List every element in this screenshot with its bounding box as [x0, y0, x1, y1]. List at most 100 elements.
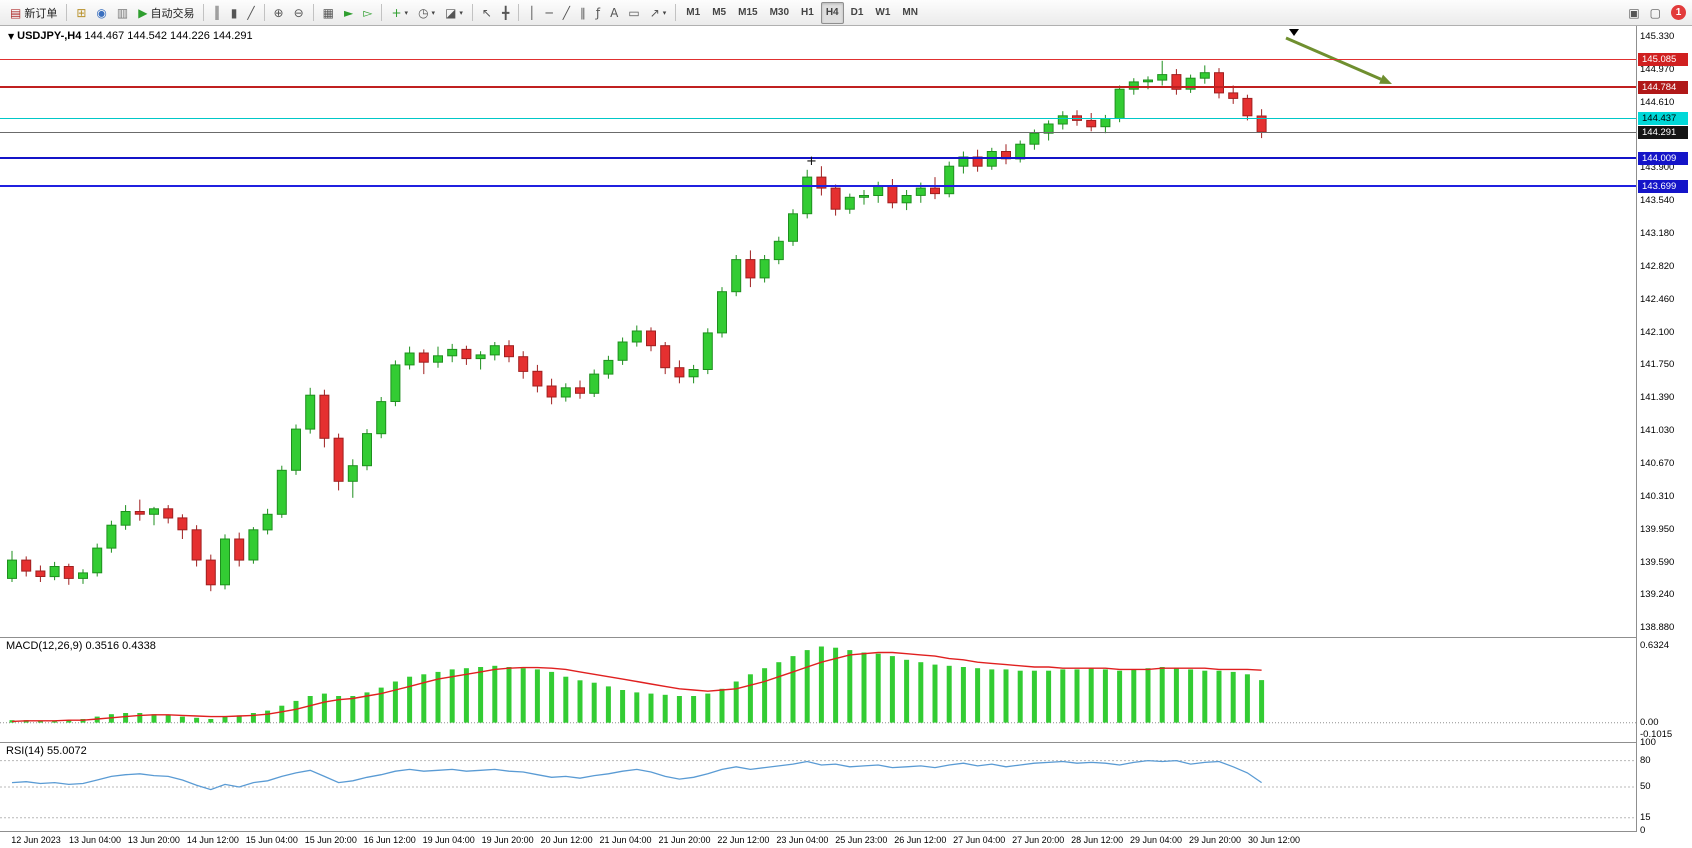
time-label: 15 Jun 04:00	[245, 835, 298, 845]
fibonacci-icon: ƒ	[595, 5, 601, 20]
timeframe-w1-button[interactable]: W1	[875, 7, 891, 18]
candlestick-chart-button[interactable]: ▮	[227, 2, 242, 24]
price-line-143.699[interactable]	[0, 185, 1636, 188]
periods-button[interactable]: ◷ ▾	[414, 2, 439, 24]
indicators-button[interactable]: + ▾	[387, 2, 412, 24]
label-icon: ▭	[628, 5, 640, 20]
candle-body	[1114, 88, 1125, 119]
candle-body	[1157, 74, 1168, 81]
zoom-out-button[interactable]: ⊖	[290, 2, 308, 24]
chart-shift-button[interactable]: ▻	[359, 2, 376, 24]
macd-bar	[960, 667, 966, 723]
channel-button[interactable]: ∥	[576, 2, 590, 24]
panel-splitter-main-macd[interactable]	[0, 637, 1692, 638]
channel-icon: ∥	[579, 5, 586, 20]
macd-bar	[1230, 671, 1236, 723]
crosshair-button[interactable]: ╋	[498, 2, 513, 24]
macd-bar	[1088, 668, 1094, 723]
timeframe-h4-button[interactable]: H4	[820, 1, 844, 24]
macd-canvas	[0, 646, 1636, 724]
macd-bar	[989, 669, 995, 723]
price-axis[interactable]: 145.330144.970144.610144.250143.900143.5…	[1636, 26, 1692, 836]
macd-bar	[904, 659, 910, 723]
label-button[interactable]: ▭	[624, 2, 643, 24]
timeframe-h1-button[interactable]: H1	[801, 7, 814, 18]
price-label: 144.970	[1640, 64, 1675, 75]
panel-splitter-macd-rsi[interactable]	[0, 742, 1692, 743]
price-line-144.009[interactable]	[0, 157, 1636, 159]
templates-button[interactable]: ◪ ▾	[441, 2, 467, 24]
candle-body	[617, 341, 628, 361]
macd-label: MACD(12,26,9) 0.3516 0.4338	[6, 640, 156, 652]
cursor-button[interactable]: ↖	[478, 2, 496, 24]
macd-bar	[762, 668, 768, 723]
timeframe-m1-button[interactable]: M1	[686, 7, 701, 18]
fibonacci-button[interactable]: ƒ	[592, 2, 604, 24]
macd-bar	[151, 714, 157, 723]
price-badge-144.009: 144.009	[1638, 151, 1688, 165]
tile-windows-button[interactable]: ▦	[319, 2, 338, 24]
main-chart[interactable]: ▼ USDJPY-,H4 144.467 144.542 144.226 144.…	[0, 26, 1636, 637]
new-order-button[interactable]: ▤ 新订单	[6, 2, 61, 24]
auto-scroll-button[interactable]: ►	[340, 2, 357, 24]
line-chart-button[interactable]: ╱	[243, 2, 258, 24]
cursor-icon: ↖	[481, 5, 492, 20]
timeframe-mn-button[interactable]: MN	[902, 7, 918, 18]
timeframe-m30-button[interactable]: M30	[769, 7, 790, 18]
rsi-panel[interactable]: RSI(14) 55.0072	[0, 743, 1636, 831]
chevron-down-icon: ▾	[431, 8, 436, 17]
timeframe-m5-button[interactable]: M5	[712, 7, 727, 18]
candlestick-canvas[interactable]	[0, 26, 1636, 637]
price-line-144.291[interactable]	[0, 131, 1636, 133]
time-axis[interactable]: 12 Jun 2023 13 Jun 04:00 13 Jun 20:00 14 Ju…	[0, 832, 1692, 848]
price-line-145.085[interactable]	[0, 58, 1636, 60]
data-window-button[interactable]: ▥	[113, 2, 132, 24]
candle-body	[63, 566, 74, 579]
candle-body	[603, 359, 614, 375]
candlestick-icon: ▮	[230, 5, 238, 20]
zoom-in-icon: ⊕	[273, 5, 284, 20]
macd-bar	[250, 713, 256, 723]
price-label: 143.180	[1640, 227, 1675, 239]
shapes-button[interactable]: ↗ ▾	[646, 2, 671, 24]
price-line-144.784[interactable]	[0, 86, 1636, 88]
text-button[interactable]: A	[606, 2, 622, 24]
macd-panel[interactable]: MACD(12,26,9) 0.3516 0.4338	[0, 638, 1636, 742]
macd-signal-line	[11, 651, 1262, 723]
autotrading-icon: ▶	[138, 5, 148, 20]
new-chart-button[interactable]: ⊞	[72, 2, 90, 24]
time-label: 23 Jun 04:00	[776, 835, 829, 845]
crosshair-icon: ╋	[501, 5, 510, 20]
fullscreen-button[interactable]: ▢	[1646, 2, 1665, 24]
timeframe-m15-button[interactable]: M15	[738, 7, 758, 18]
candle-body	[1072, 115, 1082, 121]
zoom-in-button[interactable]: ⊕	[270, 2, 288, 24]
bar-chart-button[interactable]: ║	[209, 2, 224, 24]
horizontal-line-button[interactable]: ─	[541, 2, 556, 24]
macd-bar	[975, 668, 981, 723]
price-line-144.437[interactable]	[0, 118, 1636, 120]
trendline-button[interactable]: ╱	[559, 2, 574, 24]
macd-bar	[1060, 669, 1066, 723]
chart-window-button[interactable]: ▣	[1624, 2, 1643, 24]
chart-shift-icon: ▻	[363, 5, 373, 20]
candle-body	[1185, 77, 1196, 90]
price-label: 141.750	[1640, 358, 1675, 370]
candle-body	[78, 572, 88, 579]
candle-body	[1043, 123, 1054, 134]
time-label: 26 Jun 12:00	[894, 835, 947, 845]
vertical-line-button[interactable]: │	[524, 2, 539, 24]
candle-body	[404, 352, 415, 366]
notification-badge[interactable]: 1	[1671, 5, 1686, 20]
candle-body	[773, 240, 784, 261]
candle-body	[518, 356, 529, 372]
toolbar-separator	[381, 4, 383, 21]
trend-arrow-annotation[interactable]	[1285, 36, 1382, 81]
macd-bar	[918, 662, 924, 723]
timeframe-d1-button[interactable]: D1	[850, 7, 864, 18]
autotrading-button[interactable]: ▶ 自动交易	[134, 2, 198, 24]
macd-bar	[321, 693, 327, 723]
profiles-button[interactable]: ◉	[92, 2, 110, 24]
macd-bar	[293, 700, 299, 723]
macd-bar	[520, 668, 526, 723]
